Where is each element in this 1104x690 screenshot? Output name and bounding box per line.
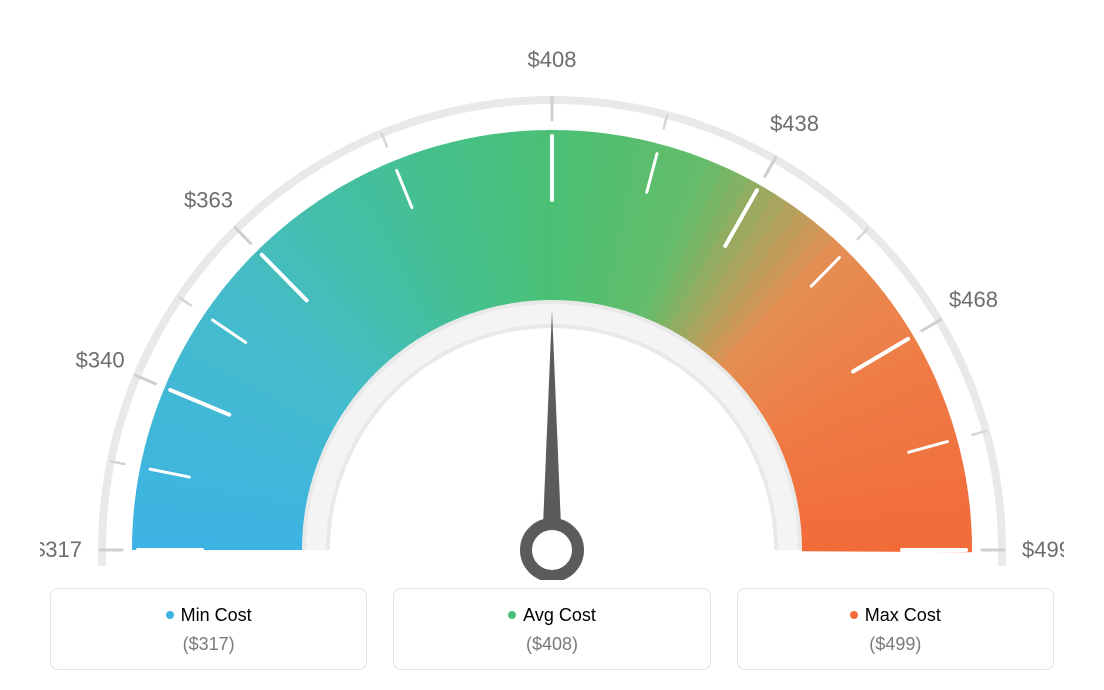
avg-cost-title: Avg Cost (412, 605, 691, 626)
gauge-tick-label: $317 (40, 537, 82, 562)
max-cost-value: ($499) (756, 634, 1035, 655)
chart-container: $317 $340 $363 $408 $438 $468 $499 Min Cost ($… (0, 0, 1104, 690)
gauge-needle-hub (526, 524, 578, 576)
avg-dot-icon (508, 611, 516, 619)
gauge-tick (858, 229, 868, 239)
min-cost-card: Min Cost ($317) (50, 588, 367, 670)
max-dot-icon (850, 611, 858, 619)
gauge-needle (542, 310, 562, 550)
gauge-tick-label: $363 (184, 188, 233, 213)
gauge-tick-label: $340 (76, 348, 125, 373)
gauge-tick-label: $499 (1022, 537, 1064, 562)
min-cost-value: ($317) (69, 634, 348, 655)
gauge-tick-label: $468 (949, 287, 998, 312)
gauge-tick-label: $438 (770, 111, 819, 136)
gauge-svg: $317 $340 $363 $408 $438 $468 $499 (40, 20, 1064, 580)
min-dot-icon (166, 611, 174, 619)
max-cost-card: Max Cost ($499) (737, 588, 1054, 670)
max-cost-title: Max Cost (756, 605, 1035, 626)
avg-cost-value: ($408) (412, 634, 691, 655)
max-cost-label: Max Cost (865, 605, 941, 625)
legend-row: Min Cost ($317) Avg Cost ($408) Max Cost… (40, 588, 1064, 670)
gauge-tick (235, 228, 250, 244)
avg-cost-label: Avg Cost (523, 605, 596, 625)
gauge-area: $317 $340 $363 $408 $438 $468 $499 (40, 20, 1064, 580)
gauge-tick-label: $408 (528, 47, 577, 72)
avg-cost-card: Avg Cost ($408) (393, 588, 710, 670)
min-cost-label: Min Cost (181, 605, 252, 625)
min-cost-title: Min Cost (69, 605, 348, 626)
